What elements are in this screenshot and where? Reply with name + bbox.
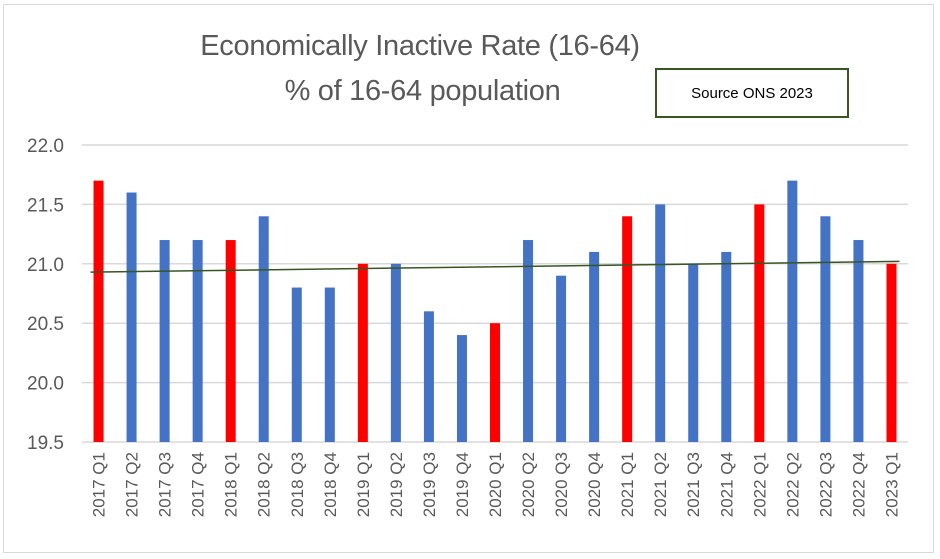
bar-2018-q1 — [225, 240, 236, 442]
bar-2022-q4 — [853, 240, 864, 442]
x-tick-label: 2019 Q3 — [420, 452, 439, 517]
bar-2023-q1 — [886, 263, 897, 442]
x-tick-label: 2019 Q2 — [387, 452, 406, 517]
x-tick-label: 2020 Q3 — [552, 452, 571, 517]
x-tick-label: 2023 Q1 — [882, 452, 901, 517]
x-tick-label: 2019 Q4 — [453, 452, 472, 517]
bar-2019-q1 — [357, 263, 368, 442]
chart-subtitle: % of 16-64 population — [284, 75, 561, 107]
x-tick-label: 2022 Q1 — [750, 452, 769, 517]
y-tick-label: 21.5 — [27, 195, 64, 216]
x-tick-label: 2018 Q3 — [288, 452, 307, 517]
bar-2021-q4 — [721, 251, 732, 442]
y-tick-label: 20.0 — [27, 374, 64, 395]
bar-2018-q4 — [324, 287, 335, 442]
x-axis: 2017 Q1 2017 Q2 2017 Q3 2017 Q4 2018 Q1 2018 … — [90, 452, 902, 517]
y-tick-label: 20.5 — [27, 314, 64, 335]
trendline — [90, 260, 900, 273]
bar-2020-q3 — [556, 275, 567, 442]
y-tick-label: 21.0 — [27, 255, 64, 276]
x-tick-label: 2022 Q2 — [783, 452, 802, 517]
x-tick-label: 2019 Q1 — [354, 452, 373, 517]
x-tick-label: 2017 Q2 — [123, 452, 142, 517]
y-tick-label: 19.5 — [27, 433, 64, 454]
x-tick-label: 2018 Q2 — [255, 452, 274, 517]
bar-2019-q4 — [456, 335, 467, 442]
x-tick-label: 2018 Q1 — [222, 452, 241, 517]
x-tick-label: 2020 Q4 — [585, 452, 604, 517]
bar-2017-q1 — [93, 180, 104, 442]
y-axis: 19.5 20.0 20.5 21.0 21.5 22.0 — [27, 136, 64, 454]
trendline-group — [90, 260, 900, 273]
bar-2022-q2 — [787, 180, 798, 442]
x-tick-label: 2021 Q3 — [684, 452, 703, 517]
bar-2021-q3 — [688, 263, 699, 442]
x-tick-label: 2017 Q3 — [156, 452, 175, 517]
x-tick-label: 2022 Q4 — [849, 452, 868, 517]
x-tick-label: 2017 Q1 — [90, 452, 109, 517]
x-tick-label: 2020 Q2 — [519, 452, 538, 517]
chart-frame — [3, 4, 934, 553]
x-tick-label: 2021 Q4 — [717, 452, 736, 517]
bar-2021-q2 — [655, 204, 666, 442]
y-tick-label: 22.0 — [27, 136, 64, 157]
x-tick-label: 2022 Q3 — [816, 452, 835, 517]
chart-title: Economically Inactive Rate (16-64) — [200, 30, 640, 62]
bar-2020-q4 — [589, 251, 600, 442]
bar-2017-q3 — [159, 240, 170, 442]
bar-2021-q1 — [622, 216, 633, 442]
bar-2018-q3 — [291, 287, 302, 442]
bar-2019-q3 — [423, 311, 434, 442]
bar-2022-q1 — [754, 204, 765, 442]
bar-2020-q2 — [523, 240, 534, 442]
x-tick-label: 2020 Q1 — [486, 452, 505, 517]
bar-2022-q3 — [820, 216, 831, 442]
bar-2017-q2 — [126, 192, 137, 442]
bar-2017-q4 — [192, 240, 203, 442]
source-annotation-text: Source ONS 2023 — [691, 84, 813, 102]
x-tick-label: 2017 Q4 — [189, 452, 208, 517]
bar-2018-q2 — [258, 216, 269, 442]
x-tick-label: 2021 Q2 — [651, 452, 670, 517]
x-tick-label: 2018 Q4 — [321, 452, 340, 517]
source-annotation: Source ONS 2023 — [655, 68, 849, 118]
bar-2020-q1 — [490, 323, 500, 442]
bar-2019-q2 — [390, 263, 401, 442]
x-tick-label: 2021 Q1 — [618, 452, 637, 517]
bars — [93, 180, 897, 442]
